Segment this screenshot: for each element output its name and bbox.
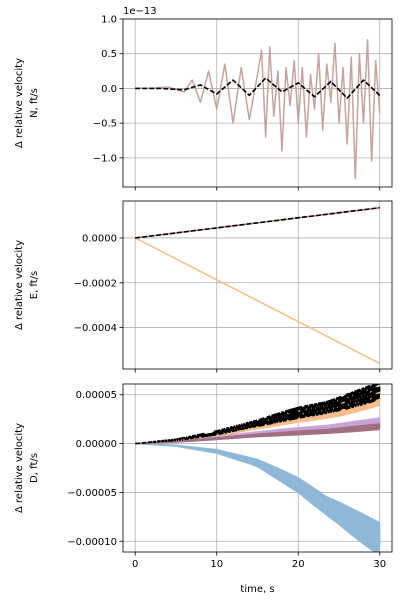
panel-east: 0.0000 −0.0002 −0.0004 Δ relative velocity E… [14, 200, 393, 373]
series-line-3 [134, 423, 381, 445]
series-group [135, 39, 381, 180]
series-group [134, 206, 381, 365]
y-tick-label: −0.00005 [67, 488, 117, 499]
x-axis-label: time, s [240, 584, 274, 595]
y-axis-label-line: Δ relative velocity [14, 240, 25, 330]
x-tick-label: 20 [292, 559, 305, 570]
series-line-0 [134, 442, 381, 552]
y-axis-label: Δ relative velocity N, ft/s [14, 58, 40, 148]
y-axis-label-line: Δ relative velocity [14, 423, 25, 513]
x-tick-label: 0 [132, 559, 138, 570]
y-axis-label-line: N, ft/s [29, 88, 40, 118]
y-axis-label-line: E, ft/s [29, 271, 40, 300]
series-line-4 [134, 384, 381, 445]
series-line-0 [134, 237, 381, 365]
axes-frame [122, 18, 393, 188]
series-line-2 [135, 206, 380, 239]
y-tick-label: 0.0 [101, 84, 117, 95]
grid [123, 18, 392, 187]
y-tick-label: 1.0 [101, 15, 117, 26]
y-tick-label: 0.5 [101, 49, 117, 60]
axes-frame [122, 383, 393, 553]
y-tick-label: −1.0 [93, 153, 117, 164]
y-tick-label: 0.0000 [82, 233, 117, 244]
y-tick-label: −0.0002 [74, 278, 117, 289]
y-tick-label: −0.5 [93, 119, 117, 130]
y-axis-label-line: Δ relative velocity [14, 58, 25, 148]
grid [123, 201, 392, 369]
y-tick-label: 0.00000 [76, 439, 117, 450]
x-tick-label: 30 [373, 559, 386, 570]
panel-down: 0 10 20 30 0.00005 0.00000 −0.00005 −0.00010 Δ r… [14, 383, 393, 595]
series-group [134, 384, 381, 552]
y-tick-label: −0.0004 [74, 323, 117, 334]
y-axis-label: Δ relative velocity E, ft/s [14, 240, 40, 330]
y-axis-label: Δ relative velocity D, ft/s [14, 423, 40, 513]
y-tick-label: 0.00005 [76, 390, 117, 401]
x-tick-label: 10 [210, 559, 223, 570]
y-axis-label-line: D, ft/s [29, 453, 40, 483]
y-tick-label: −0.00010 [67, 537, 117, 548]
panel-north: −1.0 −0.5 0.0 0.5 1.0 1e−13 Δ relative velocit… [14, 6, 393, 191]
series-line-0 [135, 39, 381, 180]
axes-frame [122, 200, 393, 370]
offset-text: 1e−13 [123, 6, 157, 17]
